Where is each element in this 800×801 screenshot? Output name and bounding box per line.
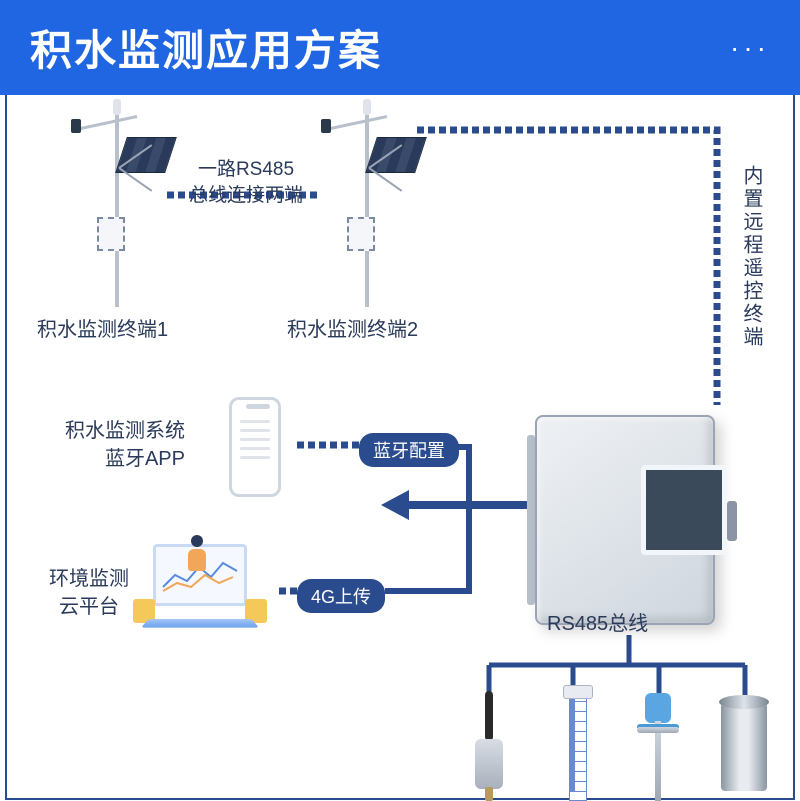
terminal-2-icon [307,107,427,307]
fourg-badge: 4G上传 [297,579,385,613]
phone-icon [229,397,281,497]
radar-sensor-icon [623,691,693,801]
rain-gauge-icon [709,691,779,801]
control-box-icon [523,405,733,635]
level-ruler-icon [543,691,613,801]
rs485-bus-label: RS485总线 [547,607,648,636]
rs485-link-note: 一路RS485 总线连接两端 [189,157,303,208]
phone-label-line2: 蓝牙APP [65,445,185,473]
page-title: 积水监测应用方案 [30,17,382,78]
phone-label-line1: 积水监测系统 [65,417,185,445]
cloud-label-line1: 环境监测 [49,565,129,593]
header-ellipsis-icon: ··· [730,32,770,64]
header-bar: 积水监测应用方案 ··· [0,0,800,95]
terminal-2-label: 积水监测终端2 [287,313,418,342]
phone-label: 积水监测系统 蓝牙APP [65,417,185,473]
remote-box-vlabel: 内置远程遥控终端 [737,165,766,349]
cloud-label-line2: 云平台 [49,593,129,621]
terminal-1-label: 积水监测终端1 [37,313,168,342]
diagram-canvas: 积水监测终端1 一路RS485 总线连接两端 积水监测终端2 内置远程遥控终端 … [5,95,795,800]
rs485-note-line2: 总线连接两端 [189,183,303,209]
cloud-platform-icon [135,539,265,629]
water-probe-icon [455,691,525,801]
bluetooth-badge: 蓝牙配置 [359,433,459,467]
cloud-label: 环境监测 云平台 [49,565,129,621]
terminal-1-icon [57,107,177,307]
rs485-note-line1: 一路RS485 [189,157,303,183]
